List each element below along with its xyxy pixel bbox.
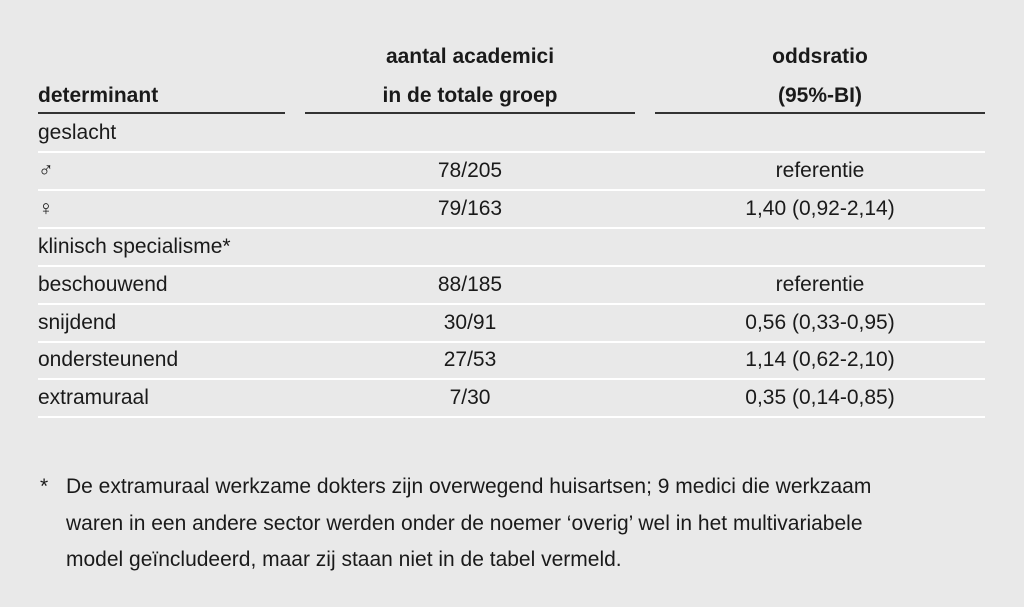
- header-cell: aantal academici: [385, 45, 555, 68]
- oddsratio-cell: 0,56 (0,33-0,95): [745, 310, 895, 334]
- header-cell: determinant: [38, 84, 159, 107]
- count-cell: 27/53: [443, 348, 497, 372]
- row-separator: [38, 302, 985, 305]
- header-rule: [655, 112, 985, 114]
- row-label: beschouwend: [38, 272, 168, 296]
- row-separator: [38, 226, 985, 229]
- count-cell: 30/91: [443, 310, 497, 334]
- header-cell: in de totale groep: [382, 84, 558, 107]
- row-label: extramuraal: [38, 386, 149, 410]
- header-rule: [38, 112, 285, 114]
- oddsratio-cell: 0,35 (0,14-0,85): [745, 386, 895, 410]
- row-label: klinisch specialisme*: [38, 234, 231, 258]
- oddsratio-cell: referentie: [775, 158, 865, 182]
- row-label: ondersteunend: [38, 348, 179, 372]
- footnote-marker: *: [40, 475, 49, 498]
- row-separator: [38, 378, 985, 381]
- row-label: snijdend: [38, 310, 117, 334]
- row-separator: [38, 340, 985, 343]
- row-label: ♂: [38, 158, 54, 182]
- count-cell: 78/205: [437, 158, 503, 182]
- oddsratio-cell: 1,14 (0,62-2,10): [745, 348, 895, 372]
- count-cell: 88/185: [437, 272, 503, 296]
- header-rule: [305, 112, 635, 114]
- row-label: ♀: [38, 196, 54, 220]
- row-separator: [38, 416, 985, 419]
- count-cell: 7/30: [449, 386, 491, 410]
- oddsratio-cell: 1,40 (0,92-2,14): [745, 196, 895, 220]
- footnote-line: De extramuraal werkzame dokters zijn ove…: [66, 475, 872, 498]
- footnote-line: waren in een andere sector werden onder …: [66, 511, 863, 535]
- row-separator: [38, 188, 985, 191]
- count-cell: 79/163: [437, 196, 503, 220]
- footnote-line: model geïncludeerd, maar zij staan niet …: [66, 548, 622, 571]
- oddsratio-cell: referentie: [775, 272, 865, 296]
- row-label: geslacht: [38, 121, 117, 144]
- header-cell: (95%-BI): [777, 84, 863, 107]
- row-separator: [38, 151, 985, 153]
- row-separator: [38, 264, 985, 267]
- header-cell: oddsratio: [772, 45, 868, 68]
